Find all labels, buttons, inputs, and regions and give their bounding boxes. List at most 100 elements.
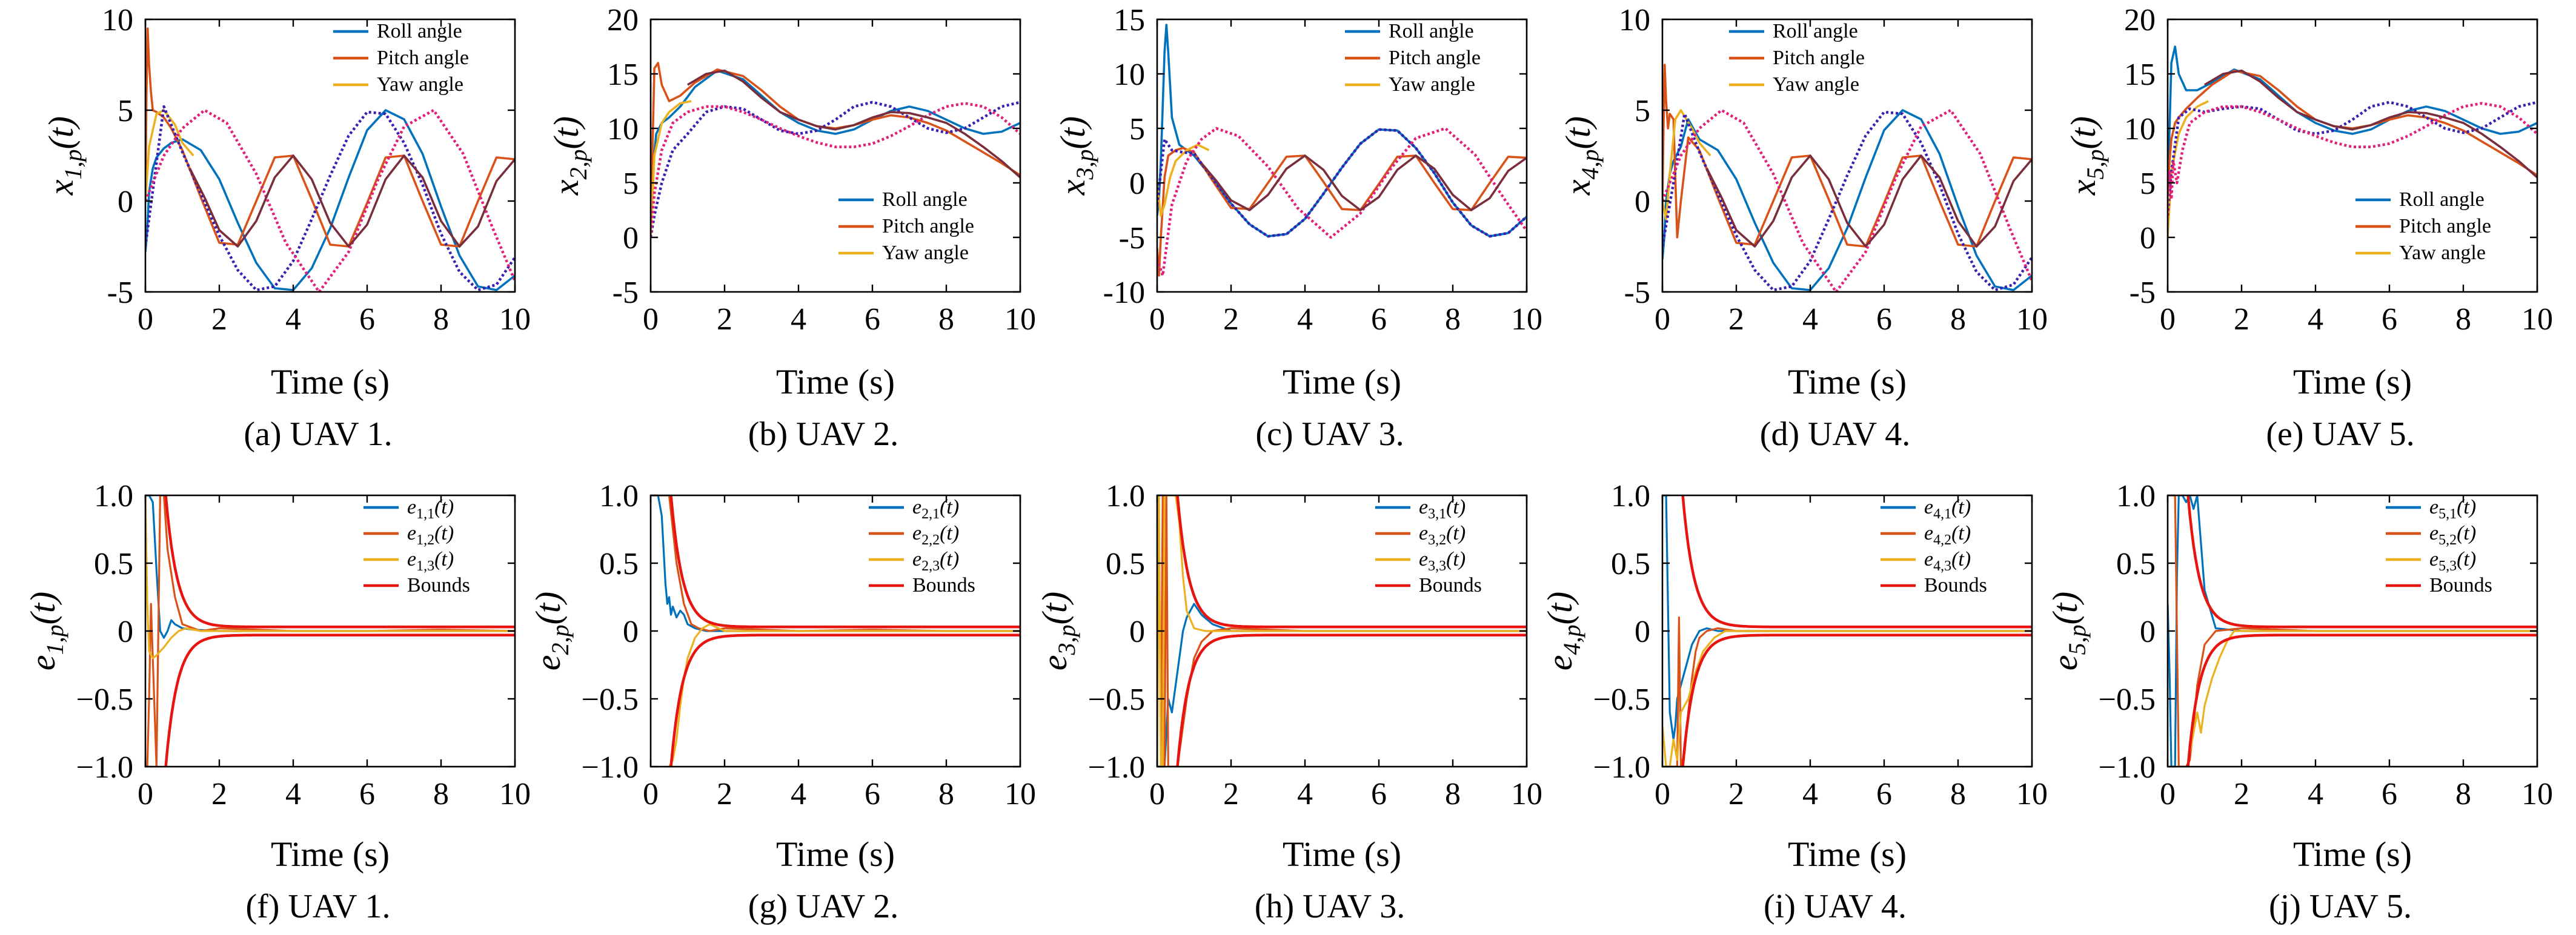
legend-label: e2,3(t) — [912, 548, 959, 574]
legend-label: e1,2(t) — [407, 522, 454, 548]
x-axis-label: Time (s) — [2293, 834, 2412, 874]
x-tick-label: 8 — [433, 777, 449, 811]
y-tick-label: 0 — [623, 615, 639, 649]
legend-label: Yaw angle — [377, 73, 463, 96]
y-axis-label: e3,p(t) — [1035, 592, 1080, 671]
x-tick-label: 0 — [643, 777, 659, 811]
x-axis-label: Time (s) — [1788, 362, 1907, 401]
legend-label: Bounds — [1924, 574, 1987, 596]
legend-label: e5,2(t) — [2429, 522, 2476, 548]
x-tick-label: 6 — [865, 302, 880, 337]
x-tick-label: 2 — [717, 777, 732, 811]
x-tick-label: 0 — [2160, 777, 2176, 811]
x-tick-label: 8 — [433, 302, 449, 337]
subfigure-caption: (d) UAV 4. — [1760, 415, 1910, 453]
subfigure-caption: (g) UAV 2. — [748, 888, 898, 925]
legend-label: e1,3(t) — [407, 548, 454, 574]
x-tick-label: 6 — [1876, 302, 1892, 337]
y-tick-label: -10 — [1103, 276, 1145, 310]
series-group — [145, 495, 515, 767]
subfigure-caption: (j) UAV 5. — [2269, 888, 2412, 925]
y-tick-label: 0.5 — [1106, 547, 1145, 581]
y-tick-label: -5 — [1624, 276, 1650, 310]
series-line-e1-3-t- — [145, 495, 515, 659]
series-line-e1-1-t- — [145, 495, 515, 639]
legend-label: e5,3(t) — [2429, 548, 2476, 574]
legend: Roll angle Pitch angle Yaw angle — [1729, 20, 1865, 96]
legend: e1,1(t)e1,2(t)e1,3(t)Bounds — [363, 496, 470, 596]
x-tick-label: 8 — [938, 302, 954, 337]
y-tick-label: −0.5 — [1088, 682, 1145, 717]
subfigure-caption: (a) UAV 1. — [244, 415, 392, 453]
x-tick-label: 0 — [1655, 777, 1670, 811]
series-group — [2168, 495, 2537, 767]
y-tick-label: 5 — [1635, 94, 1650, 128]
x-tick-label: 2 — [211, 777, 227, 811]
y-tick-label: 15 — [607, 58, 639, 92]
series-line-reference-4 — [1157, 127, 1527, 277]
y-tick-label: 0 — [2140, 615, 2156, 649]
x-tick-label: 6 — [2382, 777, 2397, 811]
y-tick-label: -5 — [107, 276, 133, 310]
series-line-bounds-upper — [669, 495, 1020, 629]
subfigure-caption: (h) UAV 3. — [1255, 888, 1405, 925]
x-tick-label: 6 — [359, 777, 375, 811]
legend-label: Bounds — [1419, 574, 1482, 596]
y-tick-label: 10 — [607, 112, 639, 147]
x-tick-label: 2 — [717, 302, 732, 337]
y-tick-label: 5 — [2140, 167, 2156, 201]
y-tick-label: −0.5 — [2099, 682, 2156, 717]
y-tick-label: 1.0 — [2116, 479, 2156, 514]
y-axis-label: x1,p(t) — [41, 116, 87, 196]
legend-label: Roll angle — [377, 20, 462, 42]
series-line-e2-1-t- — [651, 495, 1020, 632]
legend-label: Roll angle — [882, 188, 968, 211]
x-axis-label: Time (s) — [1283, 362, 1401, 401]
series-line-reference-5 — [2204, 69, 2537, 179]
x-tick-label: 4 — [791, 302, 806, 337]
legend-label: Pitch angle — [1389, 47, 1481, 69]
y-axis-label: e5,p(t) — [2045, 592, 2091, 671]
y-tick-label: 15 — [1114, 3, 1145, 38]
legend-label: Pitch angle — [377, 47, 469, 69]
x-tick-label: 2 — [1728, 302, 1744, 337]
legend-label: e1,1(t) — [407, 496, 454, 522]
y-tick-label: 20 — [2124, 3, 2156, 38]
y-tick-label: 0.5 — [599, 547, 639, 581]
legend-label: Roll angle — [2399, 188, 2485, 211]
series-line-reference-3 — [145, 105, 515, 292]
chart-panel-f: 0 2 4 6 8 10 −1.0 −0.5 0 0.5 1.0 e1,p(t) Time (s) (f)… — [23, 479, 531, 925]
plot-frame — [144, 18, 516, 293]
y-tick-label: 1.0 — [1611, 479, 1650, 514]
x-tick-label: 2 — [1728, 777, 1744, 811]
y-tick-label: -5 — [1119, 221, 1145, 256]
x-tick-label: 4 — [285, 302, 301, 337]
y-tick-label: 15 — [2124, 58, 2156, 92]
x-tick-label: 8 — [2455, 777, 2471, 811]
x-tick-label: 6 — [2382, 302, 2397, 337]
x-tick-label: 4 — [1297, 777, 1313, 811]
subfigure-caption: (e) UAV 5. — [2266, 415, 2414, 453]
legend-label: Yaw angle — [1389, 73, 1475, 96]
y-tick-label: 10 — [1114, 58, 1145, 92]
x-tick-label: 10 — [1004, 777, 1036, 811]
plot-frame — [1156, 18, 1528, 293]
legend-label: Yaw angle — [2399, 242, 2486, 264]
x-tick-label: 10 — [1004, 302, 1036, 337]
y-tick-label: 1.0 — [599, 479, 639, 514]
y-tick-label: 10 — [1619, 3, 1650, 38]
series-line-reference-4 — [2168, 102, 2537, 216]
x-tick-label: 10 — [2521, 302, 2553, 337]
y-tick-label: 0 — [1129, 167, 1145, 201]
series-line-reference-3 — [1662, 110, 2032, 292]
series-line-reference-4 — [1662, 108, 2032, 292]
legend: e5,1(t)e5,2(t)e5,3(t)Bounds — [2386, 496, 2492, 596]
series-line-pitch-angle — [145, 27, 515, 248]
y-tick-label: 10 — [2124, 112, 2156, 147]
series-line-reference-4 — [145, 108, 515, 292]
plot-frame — [1661, 18, 2033, 293]
series-line-yaw-angle — [651, 100, 692, 238]
